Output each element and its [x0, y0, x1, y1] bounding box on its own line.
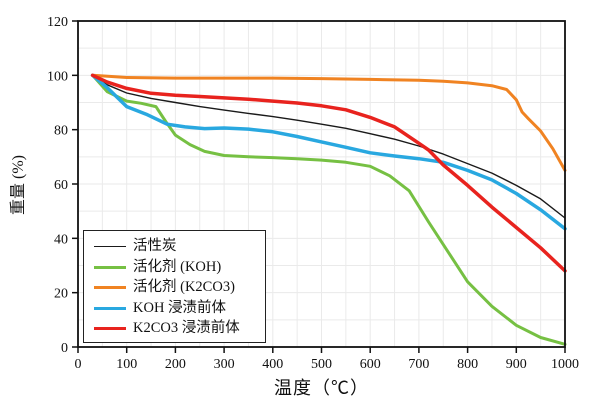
legend-swatch — [94, 327, 126, 330]
legend-label: 活化剂 (K2CO3) — [133, 279, 235, 296]
x-tick-label: 100 — [116, 357, 137, 372]
y-tick-label: 20 — [54, 287, 68, 302]
legend-label: 活性炭 — [133, 238, 177, 255]
series-line — [90, 73, 567, 231]
y-axis-title: 重量 (%) — [10, 155, 27, 215]
legend-item: KOH 浸渍前体 — [94, 300, 259, 317]
y-tick-label: 120 — [47, 15, 68, 30]
series-line — [91, 74, 566, 219]
x-tick-label: 700 — [408, 357, 429, 372]
legend-swatch — [94, 286, 126, 289]
x-tick-label: 1000 — [551, 357, 579, 372]
x-tick-label: 600 — [360, 357, 381, 372]
legend-item: 活化剂 (KOH) — [94, 259, 259, 276]
x-tick-label: 400 — [262, 357, 283, 372]
x-tick-label: 800 — [457, 357, 478, 372]
y-tick-label: 0 — [61, 341, 68, 356]
legend-swatch — [94, 265, 126, 269]
x-tick-label: 500 — [311, 357, 332, 372]
series-line — [91, 73, 567, 346]
legend-item: 活性炭 — [94, 238, 259, 255]
legend-item: K2CO3 浸渍前体 — [94, 320, 259, 337]
legend-label: 活化剂 (KOH) — [133, 258, 222, 275]
x-tick-label: 300 — [214, 357, 235, 372]
y-tick-label: 60 — [54, 178, 68, 193]
y-tick-label: 80 — [54, 124, 68, 139]
legend-swatch — [94, 306, 126, 310]
legend-item: 活化剂 (K2CO3) — [94, 279, 259, 296]
legend-swatch — [94, 246, 126, 247]
y-tick-label: 40 — [54, 232, 68, 247]
x-tick-label: 0 — [75, 357, 82, 372]
legend-box: 活性炭活化剂 (KOH) 活化剂 (K2CO3) KOH 浸渍前体 K2CO3 浸渍前… — [83, 230, 266, 343]
x-tick-label: 200 — [165, 357, 186, 372]
series-line — [90, 73, 567, 273]
legend-label: KOH 浸渍前体 — [133, 299, 227, 316]
y-tick-label: 100 — [47, 69, 68, 84]
legend-label: K2CO3 浸渍前体 — [133, 320, 240, 337]
x-tick-label: 900 — [506, 357, 527, 372]
series-line — [91, 73, 567, 172]
x-axis-title: 温度（℃） — [274, 378, 369, 398]
